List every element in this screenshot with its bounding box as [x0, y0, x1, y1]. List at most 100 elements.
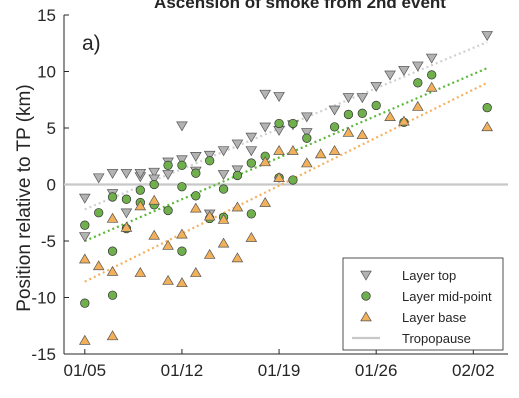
layer-mid-point — [357, 108, 367, 118]
layer-mid-point — [232, 170, 243, 181]
layer-base-point — [356, 129, 369, 140]
layer-base-point — [148, 194, 160, 205]
panel-label: a) — [82, 32, 101, 55]
layer-base-point — [176, 228, 188, 239]
layer-base-point — [162, 274, 174, 285]
layer-base-point — [106, 265, 119, 276]
layer-top-point — [342, 93, 355, 104]
layer-top-point — [162, 170, 174, 180]
legend-label: Tropopause — [402, 331, 471, 346]
layer-top-point — [481, 31, 493, 41]
legend-label: Layer base — [402, 310, 466, 325]
layer-top-point — [273, 92, 285, 102]
layer-top-point — [120, 168, 133, 179]
layer-mid-point — [107, 246, 118, 256]
layer-mid-point — [288, 175, 298, 185]
layer-base-point — [259, 196, 271, 207]
y-tick-label: 15 — [37, 6, 56, 25]
layer-base-point — [412, 100, 424, 111]
legend-swatch-layer-mid-point — [361, 291, 371, 301]
mid-trend-line — [84, 67, 488, 243]
layer-mid-point — [149, 179, 159, 190]
layer-mid-point — [246, 158, 256, 168]
layer-top-point — [79, 193, 91, 204]
layer-base-point — [314, 148, 327, 159]
layer-base-point — [190, 267, 202, 277]
layer-mid-point — [343, 109, 354, 120]
layer-mid-point — [371, 100, 381, 111]
layer-top-point — [245, 146, 258, 157]
layer-top-point — [425, 53, 438, 64]
plot-area: 15 10 5 0 -5 -10 -15 01/05 01/12 01/19 01/26 02/02 — [31, 6, 508, 380]
y-tick-label: -10 — [31, 289, 56, 308]
layer-mid-point — [427, 70, 437, 80]
layer-mid-point — [107, 290, 118, 300]
layer-top-point — [259, 89, 271, 100]
layer-base-point — [203, 210, 216, 221]
layer-top-point — [92, 173, 105, 184]
layer-mid-point — [177, 160, 187, 170]
layer-mid-point — [177, 246, 187, 256]
layer-base-point — [190, 202, 202, 213]
layer-top-point — [301, 112, 313, 123]
x-tick-label: 01/05 — [64, 361, 107, 380]
layer-mid-point — [107, 192, 118, 202]
layer-mid-point — [191, 168, 201, 178]
layer-base-point — [203, 248, 216, 259]
layer-top-point — [356, 93, 369, 104]
layer-mid-point — [205, 156, 215, 166]
layer-base-point — [384, 111, 396, 121]
layer-base-point — [231, 201, 244, 212]
layer-top-point — [79, 232, 91, 243]
layer-top-point — [176, 121, 188, 132]
layer-base-point — [148, 229, 160, 240]
x-tick-label: 01/26 — [355, 361, 398, 380]
layer-top-point — [259, 122, 271, 133]
layer-mid-point — [288, 118, 298, 129]
layer-top-point — [148, 167, 160, 178]
layer-base-point — [259, 156, 271, 167]
layer-base-point — [106, 212, 119, 223]
layer-top-point — [106, 168, 119, 179]
layer-base-point — [245, 231, 258, 242]
layer-mid-point — [218, 184, 229, 194]
layer-mid-point — [135, 185, 145, 195]
layer-mid-point — [121, 194, 132, 204]
layer-base-point — [287, 144, 299, 155]
layer-base-point — [301, 157, 313, 168]
layer-top-point — [176, 155, 188, 166]
legend-swatch-layer-top — [360, 270, 372, 281]
layer-base-point — [231, 252, 244, 263]
layer-base-point — [162, 239, 174, 250]
layer-top-point — [398, 66, 410, 77]
layer-mid-point — [163, 205, 173, 216]
layer-top-point — [245, 132, 258, 143]
layer-mid-point — [94, 208, 104, 218]
layer-base-point — [176, 277, 188, 288]
x-tick-label: 02/02 — [452, 361, 495, 380]
layer-base-point — [120, 221, 133, 232]
layer-top-point — [134, 168, 147, 179]
layer-mid-point — [177, 182, 187, 192]
y-tick-label: 0 — [47, 176, 56, 195]
layer-mid-point — [191, 191, 201, 201]
layer-top-point — [231, 139, 244, 150]
legend-label: Layer mid-point — [402, 289, 492, 304]
layer-top-point — [148, 174, 160, 185]
layer-base-point — [79, 334, 91, 345]
chart-title: Ascension of smoke from 2nd event — [154, 0, 446, 12]
layer-base-point — [217, 237, 230, 248]
layer-base-point — [217, 213, 230, 224]
y-axis-label: Position relative to TP (km) — [14, 84, 35, 311]
legend-label: Layer top — [402, 268, 456, 283]
y-tick-label: -15 — [31, 345, 56, 364]
layer-mid-point — [482, 103, 492, 113]
layer-mid-point — [246, 209, 256, 219]
layer-mid-point — [80, 298, 90, 308]
layer-base-point — [481, 121, 493, 132]
layer-mid-point — [329, 122, 340, 132]
layer-base-point — [342, 126, 355, 137]
layer-mid-point — [302, 133, 312, 143]
layer-mid-point — [274, 118, 284, 129]
